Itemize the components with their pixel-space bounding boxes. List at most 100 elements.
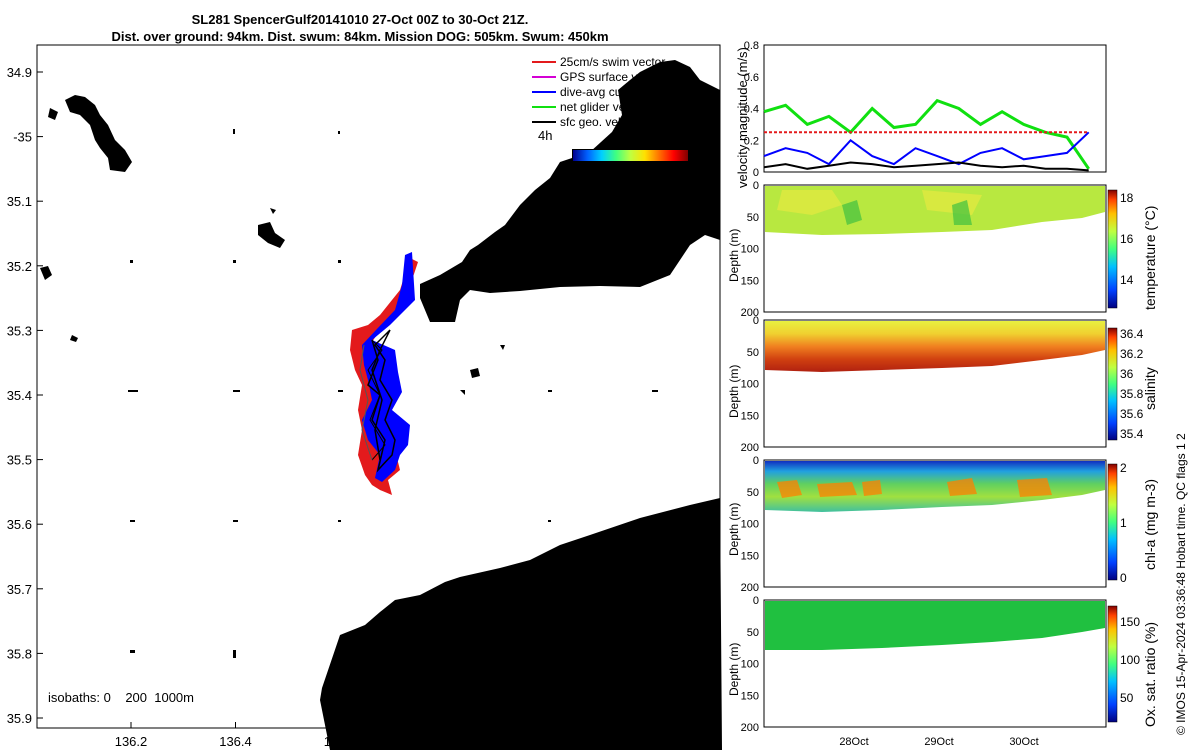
velocity-y-tick-label: 0 (753, 167, 759, 179)
depth-y-tick-label: 100 (741, 659, 759, 671)
track-gps-line (367, 339, 386, 461)
map-y-tick-label: 35.7 (7, 582, 32, 597)
map-marker (548, 390, 552, 392)
map-panel: 136.2 136.4 136.6 136.8 137 137.2 34.9 -35 35.1… (7, 44, 722, 750)
velocity-y-tick-label: 0.4 (744, 104, 759, 116)
map-marker (338, 520, 341, 522)
map-land (40, 45, 722, 750)
map-marker (233, 390, 240, 392)
oxygen-panel (763, 599, 1118, 728)
chla-panel (763, 459, 1118, 588)
map-y-tick-label: 35.8 (7, 646, 32, 661)
map-marker (338, 390, 343, 392)
chart-title-line1: SL281 SpencerGulf20141010 27-Oct 00Z to … (191, 12, 529, 27)
depth-y-tick-label: 150 (741, 275, 759, 287)
depth-y-axes: 0501001502000501001502000501001502000501… (741, 180, 759, 734)
velocity-y-axis: 0 0.2 0.4 0.6 0.8 (744, 40, 759, 179)
depth-y-tick-label: 100 (741, 519, 759, 531)
glider-track (350, 252, 418, 495)
chart-title-line2: Dist. over ground: 94km. Dist. swum: 84k… (111, 29, 609, 44)
depth-y-tick-label: 100 (741, 379, 759, 391)
map-marker (130, 260, 133, 263)
depth-y-tick-label: 0 (753, 315, 759, 327)
isobaths-label: isobaths: 0 200 1000m (48, 690, 194, 705)
depth-y-tick-label: 50 (747, 627, 759, 639)
land-northeast-peninsula (420, 45, 720, 322)
map-y-tick-label: 35.1 (7, 194, 32, 209)
map-marker (130, 650, 135, 653)
colorbar-ticks: 18 16 14 36.4 36.2 36 35.8 35.6 35.4 2 1 0 150 100 50 (1120, 191, 1144, 705)
colorbar-tick-label: 150 (1120, 615, 1140, 629)
colorbar-tick-label: 1 (1120, 516, 1127, 530)
colorbar-tick-label: 36 (1120, 367, 1134, 381)
map-marker (652, 390, 658, 392)
land-small-island-6 (470, 368, 480, 378)
chla-cbar-label: chl-a (mg m-3) (1142, 478, 1158, 570)
map-y-tick-label: 35.9 (7, 711, 32, 726)
map-markers (128, 129, 658, 658)
oxygen-colorbar (1107, 605, 1118, 723)
land-small-island-2 (258, 222, 285, 248)
velocity-axes-frame (763, 44, 1107, 173)
map-colorbar-tick-1: 0.2 (614, 166, 633, 181)
depth-y-tick-label: 200 (741, 582, 759, 594)
velocity-series-line (763, 131, 1090, 166)
depth-y-tick-label: 50 (747, 347, 759, 359)
map-y-tick-label: 35.2 (7, 259, 32, 274)
map-axes-frame (36, 44, 721, 729)
temperature-cool-patches (842, 200, 972, 225)
imos-credit: © IMOS 15-Apr-2024 03:36:48 Hobart time.… (1174, 433, 1188, 735)
legend-label: dive-avg current veloc. (560, 85, 681, 99)
track-net-line (359, 344, 373, 461)
time-x-tick-label: 29Oct (924, 736, 953, 748)
map-y-tick-label: 35.4 (7, 388, 32, 403)
depth-y-tick-label: 150 (741, 690, 759, 702)
map-colorbar (572, 149, 689, 162)
map-marker (130, 520, 135, 522)
time-x-axis: 28Oct 29Oct 30Oct (839, 736, 1038, 748)
map-marker (233, 260, 236, 263)
colorbar-tick-label: 0 (1120, 571, 1127, 585)
map-x-tick-label: 137.2 (637, 734, 670, 749)
depth-y-tick-label: 150 (741, 550, 759, 562)
colorbar-tick-label: 14 (1120, 273, 1134, 287)
depth-y-tick-label: 50 (747, 487, 759, 499)
temperature-warm-patches (777, 190, 982, 215)
colorbar-tick-label: 18 (1120, 191, 1134, 205)
map-x-axis: 136.2 136.4 136.6 136.8 137 137.2 (115, 722, 670, 749)
legend-label: net glider velocity (560, 100, 653, 114)
land-small-island-7 (460, 390, 465, 395)
land-small-island-1 (48, 108, 58, 120)
depth-y-tick-label: 0 (753, 180, 759, 192)
legend-swatch (532, 121, 556, 123)
map-marker (233, 129, 235, 134)
chla-colorbar (1107, 463, 1118, 581)
chla-ylabel: Depth (m) (727, 502, 741, 556)
map-marker (548, 520, 551, 522)
map-marker (233, 520, 238, 522)
land-south-coast (320, 498, 722, 750)
map-marker (652, 520, 657, 522)
colorbar-tick-label: 2 (1120, 461, 1127, 475)
velocity-y-tick-label: 0.2 (744, 135, 759, 147)
legend-label: 25cm/s swim vector (560, 55, 666, 69)
velocity-ylabel: velocity magnitude (m/s) (735, 47, 750, 188)
depth-y-tick-label: 50 (747, 212, 759, 224)
land-small-island-4 (40, 266, 52, 280)
salinity-panel (763, 319, 1118, 448)
temperature-cbar-label: temperature (°C) (1142, 205, 1158, 310)
legend-swatch (532, 106, 556, 108)
oxygen-cbar-label: Ox. sat. ratio (%) (1142, 621, 1158, 727)
salinity-colorbar (1107, 327, 1118, 441)
colorbar-tick-label: 36.4 (1120, 327, 1144, 341)
map-colorbar-label: (m/s) (610, 130, 640, 145)
oxygen-data-field (765, 601, 1105, 650)
land-large-island (65, 95, 132, 172)
map-y-tick-label: 34.9 (7, 65, 32, 80)
land-small-island-3 (270, 208, 276, 214)
oxygen-ylabel: Depth (m) (727, 642, 741, 696)
colorbar-tick-label: 35.6 (1120, 407, 1144, 421)
velocity-panel: 0 0.2 0.4 0.6 0.8 (744, 40, 1107, 179)
map-y-tick-label: 35.5 (7, 453, 32, 468)
time-x-tick-label: 30Oct (1009, 736, 1038, 748)
